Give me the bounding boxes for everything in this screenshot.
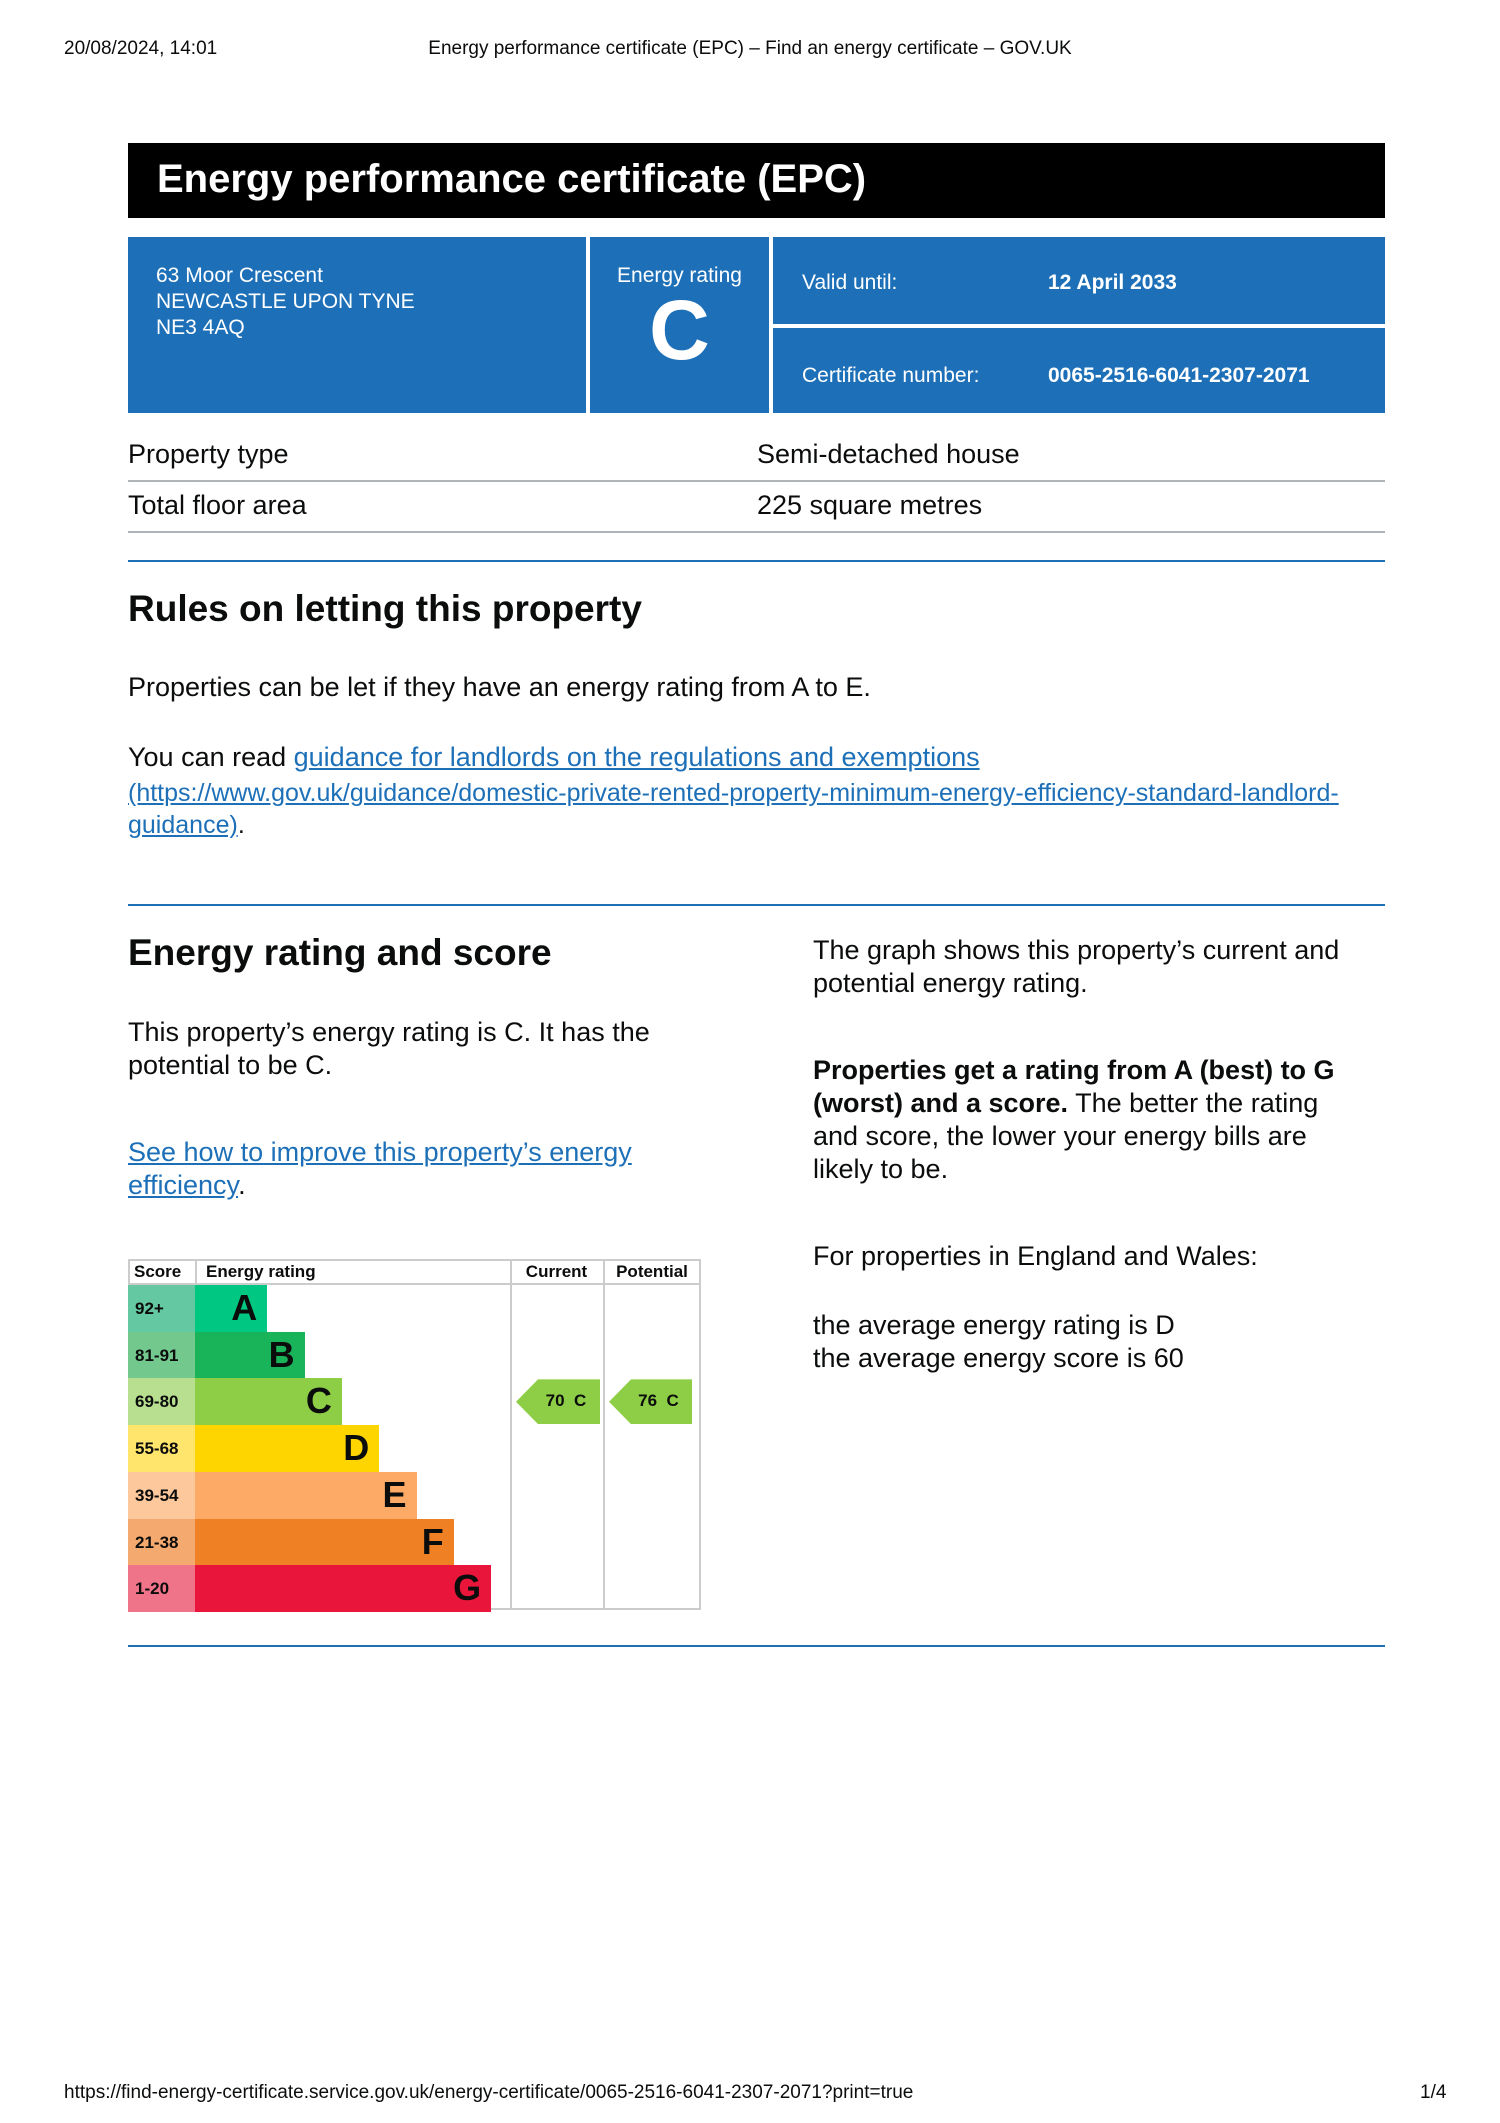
rules-heading: Rules on letting this property bbox=[128, 588, 642, 629]
section-rule bbox=[128, 560, 1385, 562]
text: The graph shows this property’s current … bbox=[813, 935, 1340, 965]
certificate-number-box: Certificate number: 0065-2516-6041-2307-… bbox=[773, 328, 1385, 413]
chart-col-divider bbox=[195, 1259, 197, 1283]
chart-col-divider bbox=[603, 1259, 605, 1610]
band-score-G: 1-20 bbox=[128, 1565, 195, 1612]
text: . bbox=[237, 811, 245, 839]
divider bbox=[128, 531, 1385, 533]
england-wales-label: For properties in England and Wales: bbox=[813, 1241, 1258, 1271]
section-rule bbox=[128, 904, 1385, 906]
improve-para: See how to improve this property’s energ… bbox=[128, 1136, 632, 1202]
score-para: This property’s energy rating is C. It h… bbox=[128, 1016, 650, 1082]
average-score: the average energy score is 60 bbox=[813, 1343, 1184, 1373]
certificate-number-value: 0065-2516-6041-2307-2071 bbox=[1048, 364, 1310, 387]
averages: the average energy rating is D the avera… bbox=[813, 1309, 1184, 1375]
chart-header-energy-rating: Energy rating bbox=[206, 1262, 316, 1281]
valid-until-label: Valid until: bbox=[802, 271, 898, 294]
floor-area-label: Total floor area bbox=[128, 490, 307, 520]
divider bbox=[128, 480, 1385, 482]
band-bar-C: C bbox=[195, 1378, 342, 1426]
print-page-number: 1/4 bbox=[1420, 2082, 1447, 2103]
average-rating: the average energy rating is D bbox=[813, 1310, 1175, 1340]
guidance-url: (https://www.gov.uk/guidance/domestic-pr… bbox=[128, 777, 1339, 841]
band-score-C: 69-80 bbox=[128, 1378, 195, 1426]
guidance-url-link[interactable]: (https://www.gov.uk/guidance/domestic-pr… bbox=[128, 779, 1339, 807]
graph-explainer: The graph shows this property’s current … bbox=[813, 934, 1339, 1000]
text: (worst) and a score. bbox=[813, 1088, 1069, 1118]
valid-until-value: 12 April 2033 bbox=[1048, 271, 1177, 294]
score-heading: Energy rating and score bbox=[128, 932, 552, 973]
text: potential to be C. bbox=[128, 1050, 333, 1080]
text: . bbox=[238, 1170, 246, 1200]
band-score-A: 92+ bbox=[128, 1285, 195, 1332]
text: The better the rating bbox=[1068, 1088, 1319, 1118]
band-score-D: 55-68 bbox=[128, 1425, 195, 1472]
band-bar-B: B bbox=[195, 1331, 305, 1379]
energy-rating-chart: Score Energy rating Current Potential 92+ A 81… bbox=[128, 1259, 701, 1612]
print-datetime: 20/08/2024, 14:01 bbox=[64, 38, 218, 59]
print-url: https://find-energy-certificate.service.… bbox=[64, 2082, 914, 2103]
band-bar-A: A bbox=[195, 1285, 268, 1332]
chart-header-potential: Potential bbox=[616, 1262, 688, 1281]
band-score-B: 81-91 bbox=[128, 1331, 195, 1379]
band-bar-D: D bbox=[195, 1425, 380, 1472]
title-bar: Energy performance certificate (EPC) bbox=[128, 143, 1385, 218]
property-type-value: Semi-detached house bbox=[757, 439, 1020, 469]
text: and score, the lower your energy bills a… bbox=[813, 1121, 1307, 1151]
text: likely to be. bbox=[813, 1154, 949, 1184]
band-bar-E: E bbox=[195, 1471, 417, 1519]
text: This property’s energy rating is C. It h… bbox=[128, 1017, 650, 1047]
chart-col-divider bbox=[510, 1259, 512, 1610]
property-type-label: Property type bbox=[128, 439, 289, 469]
chart-header-current: Current bbox=[525, 1262, 588, 1281]
band-score-E: 39-54 bbox=[128, 1471, 195, 1519]
improve-link-end[interactable]: efficiency bbox=[128, 1170, 239, 1200]
text: potential energy rating. bbox=[813, 968, 1088, 998]
page-title: Energy performance certificate (EPC) bbox=[157, 157, 867, 201]
rules-para: Properties can be let if they have an en… bbox=[128, 672, 871, 702]
rating-explainer: Properties get a rating from A (best) to… bbox=[813, 1054, 1383, 1186]
address-box: 63 Moor Crescent NEWCASTLE UPON TYNE NE3… bbox=[128, 237, 586, 413]
floor-area-value: 225 square metres bbox=[757, 490, 983, 520]
band-bar-F: F bbox=[195, 1518, 454, 1566]
address-line2: NEWCASTLE UPON TYNE bbox=[156, 290, 415, 313]
energy-rating-box: Energy rating C bbox=[590, 237, 769, 413]
address-line1: 63 Moor Crescent bbox=[156, 264, 323, 287]
band-bar-G: G bbox=[195, 1565, 492, 1612]
improve-link[interactable]: See how to improve this property’s energ… bbox=[128, 1137, 632, 1167]
guidance-link[interactable]: guidance for landlords on the regulation… bbox=[293, 742, 980, 772]
energy-rating-value: C bbox=[649, 283, 710, 377]
energy-rating-label: Energy rating bbox=[617, 264, 742, 287]
print-page-title: Energy performance certificate (EPC) – F… bbox=[428, 38, 1072, 59]
address-line3: NE3 4AQ bbox=[156, 316, 245, 339]
valid-until-box: Valid until: 12 April 2033 bbox=[773, 237, 1385, 324]
text: You can read bbox=[128, 742, 294, 772]
band-score-F: 21-38 bbox=[128, 1518, 195, 1566]
rules-guidance-para: You can read guidance for landlords on t… bbox=[128, 741, 980, 774]
chart-header-line bbox=[128, 1283, 701, 1285]
section-rule bbox=[128, 1645, 1385, 1647]
chart-header-score: Score bbox=[134, 1262, 182, 1281]
certificate-number-label: Certificate number: bbox=[802, 364, 980, 387]
text: Properties get a rating from A (best) to… bbox=[813, 1055, 1335, 1085]
guidance-url-link-end[interactable]: guidance) bbox=[128, 811, 238, 839]
